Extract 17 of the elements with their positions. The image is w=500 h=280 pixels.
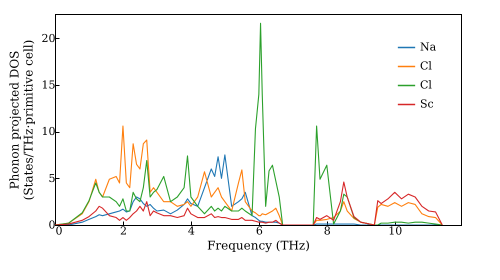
x-tick-label: 4 — [188, 224, 195, 238]
legend-label: Cl — [420, 60, 432, 72]
legend-label: Cl — [420, 78, 432, 92]
legend-label: Na — [420, 40, 437, 54]
y-tick-label: 20 — [42, 32, 56, 45]
y-tick-label: 15 — [42, 78, 56, 92]
x-tick-label: 6 — [256, 224, 263, 238]
y-tick-label: 5 — [48, 172, 56, 185]
y-tick-label: 10 — [42, 125, 56, 138]
x-tick-label: 10 — [388, 224, 402, 238]
line-series — [55, 182, 443, 225]
line-series — [55, 22, 443, 225]
y-axis-title: Phonon projected DOS (States/THz·primitive cell) — [8, 40, 36, 200]
legend-label: Sc — [420, 98, 434, 110]
x-tick-label: 2 — [120, 224, 127, 238]
x-tick-label: 8 — [324, 224, 331, 238]
x-axis-title: Frequency (THz) — [207, 238, 310, 252]
